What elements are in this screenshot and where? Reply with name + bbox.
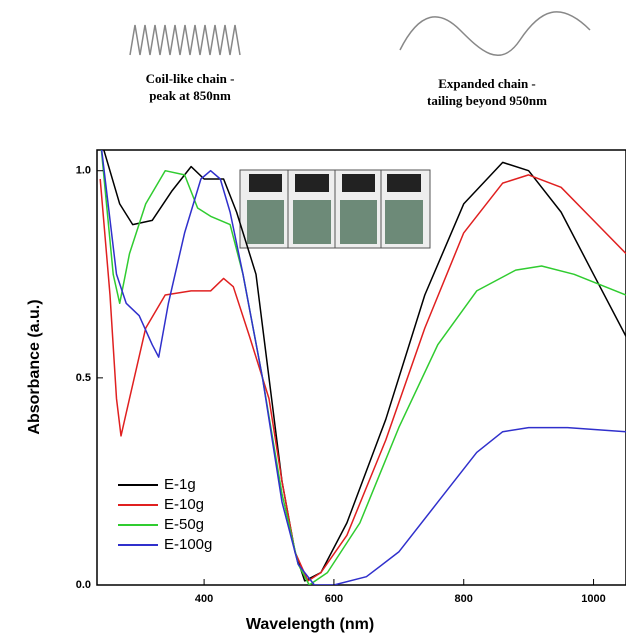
coil-sketch [129,24,241,56]
legend-label: E-1g [164,476,196,493]
y-tick-label: 0.0 [76,579,91,591]
expanded-sketch [399,11,591,56]
x-tick-label: 1000 [581,593,605,605]
x-tick-label: 800 [455,593,473,605]
y-tick-label: 1.0 [76,165,91,177]
inset-photo [239,169,431,249]
legend-label: E-100g [164,536,212,553]
annotation: Coil-like chain - [146,71,235,86]
series-line [100,150,626,585]
annotation: tailing beyond 950nm [427,93,547,108]
plot-frame [96,149,626,586]
series-line [99,174,626,582]
y-tick-label: 0.5 [76,372,91,384]
y-axis-label: Absorbance (a.u.) [26,299,43,434]
x-tick-label: 400 [195,593,213,605]
annotation: Expanded chain - [438,76,536,91]
legend-label: E-50g [164,516,204,533]
annotation: peak at 850nm [149,88,231,103]
x-axis-label: Wavelength (nm) [246,616,374,633]
legend-label: E-10g [164,496,204,513]
x-tick-label: 600 [325,593,343,605]
